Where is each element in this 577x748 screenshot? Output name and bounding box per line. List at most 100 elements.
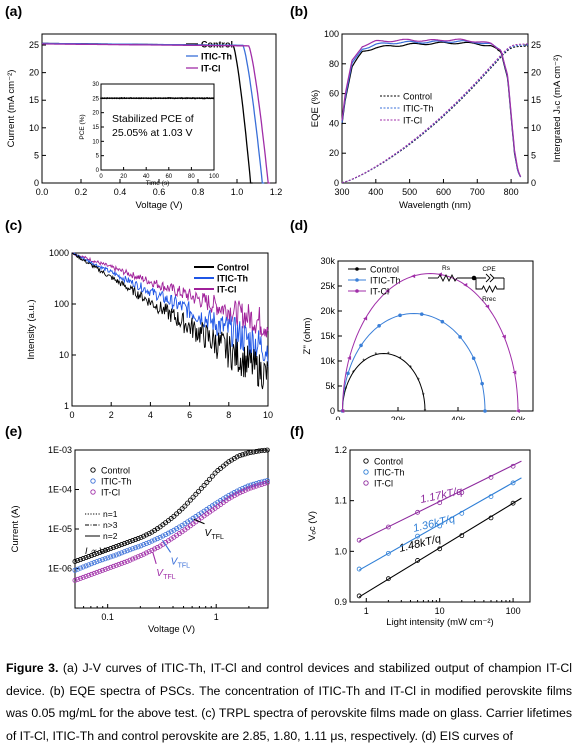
legend-label: ITIC-Th [217, 274, 248, 284]
inset-pce-point [184, 97, 187, 100]
x-tick-label: 10 [263, 410, 273, 420]
inset-pce-point [145, 97, 148, 100]
sclc-point [248, 449, 254, 455]
legend-label: Control [370, 265, 399, 275]
voc-point [356, 537, 362, 543]
sclc-point [174, 511, 180, 517]
x-tick-label: 0.8 [192, 187, 205, 197]
sclc-point [119, 560, 125, 566]
sclc-point [119, 542, 125, 548]
trpl-decay-itic-th [71, 252, 269, 367]
sclc-point [124, 558, 130, 564]
panel-label: (e) [5, 423, 22, 439]
fit-legend-label: n>3 [103, 520, 118, 530]
inset-pce-point [161, 97, 163, 100]
eis-point [340, 409, 345, 413]
inset-pce-point [105, 97, 107, 100]
inset-y-tick-label: 25 [92, 96, 99, 102]
legend-label: IT-Cl [201, 64, 221, 74]
sclc-point [88, 553, 94, 559]
inset-pce-point [154, 97, 157, 100]
sclc-point [97, 558, 103, 564]
inset-pce-point [130, 97, 133, 100]
inset-x-label: Time (s) [146, 180, 170, 187]
inset-pce-point [113, 97, 116, 100]
sclc-point [127, 547, 133, 553]
y-tick-label: 60 [329, 89, 339, 99]
sclc-point [143, 540, 149, 546]
trpl-decay-control [71, 252, 269, 390]
inset-pce-point [159, 97, 162, 100]
panel-label: (d) [290, 217, 308, 233]
legend-label: ITIC-Th [374, 468, 405, 478]
y-axis-label: Vₒc (V) [307, 511, 318, 541]
y2-tick-label: 20 [531, 68, 541, 78]
sclc-point [198, 485, 204, 491]
sclc-point [110, 545, 116, 551]
y-axis-label: Z'' (ohm) [302, 318, 313, 355]
voc-point [415, 509, 420, 515]
legend-marker [355, 267, 359, 271]
sclc-point [141, 542, 147, 548]
eis-point: * [417, 377, 420, 384]
y-axis-label: Intensity (a.u.) [26, 299, 37, 359]
y-tick-label: 0 [34, 178, 39, 188]
inset-x-tick-label: 40 [143, 174, 150, 180]
voc-point [459, 490, 465, 495]
sclc-point [135, 536, 141, 542]
sclc-point [176, 508, 182, 514]
sclc-point [130, 556, 136, 562]
x-tick-label: 800 [504, 187, 519, 197]
inset-pce-point [172, 97, 175, 100]
sclc-point [135, 554, 141, 560]
y-tick-label: 20 [329, 148, 339, 158]
sclc-point [152, 537, 158, 543]
sclc-point [116, 561, 122, 567]
eis-point: * [409, 365, 412, 372]
sclc-point [91, 560, 97, 566]
eis-point [419, 312, 424, 316]
sclc-point [234, 488, 240, 494]
inset-pce-point [117, 97, 119, 100]
inset-pce-point [193, 97, 196, 100]
slope-label: 1.36kT/q [412, 513, 457, 535]
vtfl-arrow [152, 551, 157, 565]
sclc-point [251, 484, 257, 490]
vtfl-sub: TFL [163, 574, 176, 581]
inset-pce-point [120, 97, 123, 100]
inset-x-tick-label: 60 [165, 174, 172, 180]
eis-point: * [387, 351, 390, 358]
sclc-point [77, 557, 83, 563]
inset-pce-point [106, 97, 109, 100]
eis-point: * [344, 386, 347, 393]
y-tick-label: 5k [325, 381, 335, 391]
sclc-point [108, 554, 114, 560]
y-tick-label: 1.1 [334, 496, 347, 506]
sclc-point [240, 488, 246, 494]
inset-pce-point [174, 97, 177, 100]
sclc-point [179, 506, 185, 512]
sclc-point [163, 532, 169, 538]
sclc-point [152, 546, 158, 552]
x-tick-label: 10 [435, 606, 445, 616]
y2-tick-label: 0 [531, 178, 536, 188]
sclc-point [165, 530, 171, 536]
inset-x-tick-label: 80 [188, 174, 195, 180]
legend-marker [363, 480, 369, 486]
eis-point [485, 304, 490, 309]
sclc-point [80, 556, 86, 562]
x-tick-label: 700 [470, 187, 485, 197]
legend-label: IT-Cl [101, 488, 120, 498]
inset-pce-point [150, 97, 153, 100]
sclc-point [168, 529, 174, 535]
legend-label: ITIC-Th [370, 276, 401, 286]
sclc-point [91, 570, 97, 576]
inset-pce-point [142, 97, 145, 100]
sclc-law: I ∝ Vⁿ [85, 546, 109, 556]
inset-pce-point [162, 97, 165, 100]
inset-y-tick-label: 15 [92, 125, 99, 131]
sclc-point [124, 548, 130, 554]
eis-arc-it-cl [342, 272, 519, 412]
eis-point [483, 409, 487, 413]
eis-point [347, 356, 352, 361]
